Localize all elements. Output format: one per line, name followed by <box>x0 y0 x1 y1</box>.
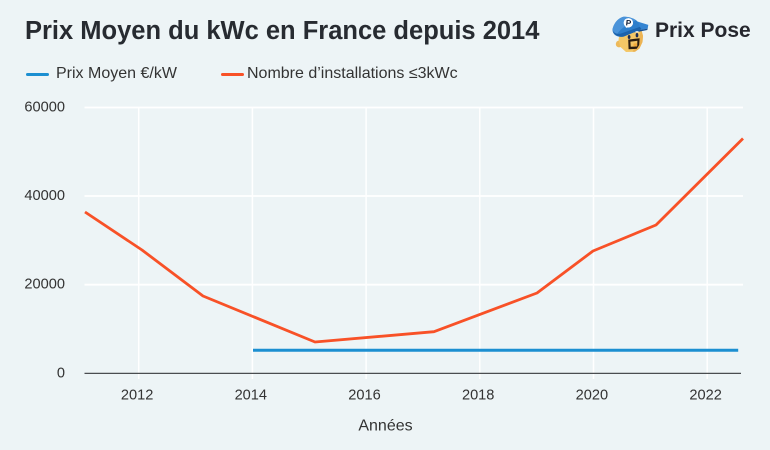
svg-text:P: P <box>625 18 632 28</box>
svg-text:Années: Années <box>358 417 412 434</box>
svg-text:60000: 60000 <box>24 99 65 115</box>
svg-text:0: 0 <box>57 365 65 381</box>
svg-text:2022: 2022 <box>689 388 721 404</box>
svg-text:40000: 40000 <box>24 188 65 204</box>
svg-text:2016: 2016 <box>348 388 380 404</box>
svg-text:2018: 2018 <box>462 388 494 404</box>
svg-text:2014: 2014 <box>235 388 267 404</box>
svg-text:20000: 20000 <box>24 277 65 293</box>
svg-text:2020: 2020 <box>576 388 608 404</box>
svg-text:2012: 2012 <box>121 388 153 404</box>
